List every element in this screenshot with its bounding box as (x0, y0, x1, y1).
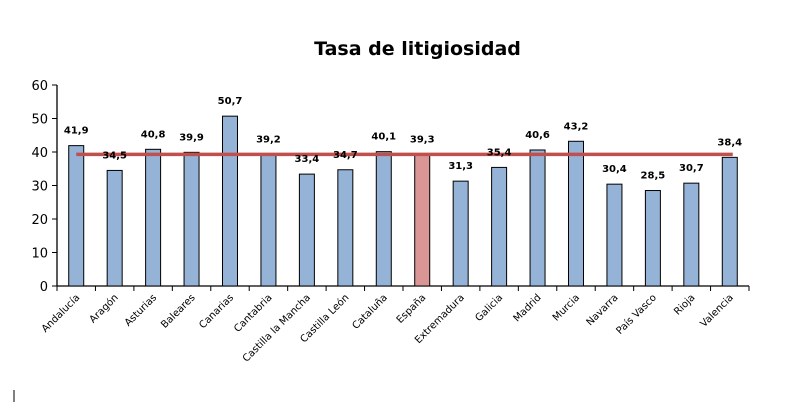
data-label: 35,4 (487, 147, 512, 158)
data-label: 33,4 (295, 154, 320, 165)
data-label: 34,7 (333, 150, 358, 161)
data-label: 50,7 (218, 96, 243, 107)
data-label: 34,5 (102, 150, 127, 161)
bar-país-vasco (644, 190, 661, 287)
x-tick-label: Galicia (474, 292, 506, 324)
bar-madrid (529, 149, 546, 287)
data-label: 30,7 (679, 163, 704, 174)
chart-title: Tasa de litigiosidad (0, 38, 800, 60)
bar-valencia (721, 156, 738, 287)
bar-baleares (183, 151, 200, 287)
x-tick-label: Madrid (512, 292, 544, 324)
data-label: 28,5 (641, 171, 666, 182)
bar-rioja (683, 182, 700, 287)
x-tick-label: Rioja (672, 292, 697, 317)
data-label: 40,1 (371, 132, 396, 143)
data-label: 39,9 (179, 132, 204, 143)
x-tick-label: País Vasco (614, 292, 659, 337)
bar-extremadura (452, 180, 469, 287)
x-tick-label: Andalucía (39, 292, 82, 335)
y-tick-label: 20 (31, 213, 48, 228)
bar-andalucía (68, 145, 85, 287)
x-tick-label: España (395, 292, 429, 326)
x-tick-label: Castilla la Mancha (241, 292, 313, 364)
bar-castilla-la-mancha (298, 173, 315, 287)
data-label: 31,3 (448, 161, 473, 172)
data-label: 41,9 (64, 126, 89, 137)
bar-navarra (606, 183, 623, 287)
y-tick-label: 0 (40, 280, 48, 295)
data-label: 39,2 (256, 135, 281, 146)
bar-murcia (568, 140, 584, 287)
y-tick-label: 50 (31, 113, 48, 128)
bar-cantabria (260, 154, 277, 287)
y-tick-label: 10 (31, 247, 48, 262)
data-label: 30,4 (602, 164, 627, 175)
data-label: 43,2 (564, 121, 589, 132)
bar-canarias (222, 115, 238, 287)
chart-title-text: Tasa de litigiosidad (314, 38, 521, 60)
data-label: 38,4 (717, 137, 742, 148)
bar-cataluña (375, 151, 392, 287)
x-tick-label: Cataluña (350, 292, 389, 331)
y-tick-label: 40 (31, 146, 48, 161)
x-tick-label: Aragón (87, 292, 121, 326)
x-tick-label: Canarias (197, 292, 236, 331)
x-tick-label: Murcia (551, 292, 582, 323)
data-label: 39,3 (410, 134, 435, 145)
y-tick-label: 30 (31, 180, 48, 195)
data-label: 40,8 (141, 129, 166, 140)
bar-galicia (491, 166, 508, 287)
bar-castilla-león (337, 169, 354, 287)
y-tick-label: 60 (31, 79, 48, 94)
bar-españa (414, 153, 431, 287)
x-tick-label: Navarra (585, 292, 621, 328)
bar-aragón (106, 169, 123, 287)
data-label: 40,6 (525, 130, 550, 141)
bar-asturias (145, 148, 162, 287)
x-tick-label: Baleares (159, 292, 197, 330)
x-tick-label: Asturias (123, 292, 159, 328)
x-tick-label: Valencia (699, 292, 736, 329)
